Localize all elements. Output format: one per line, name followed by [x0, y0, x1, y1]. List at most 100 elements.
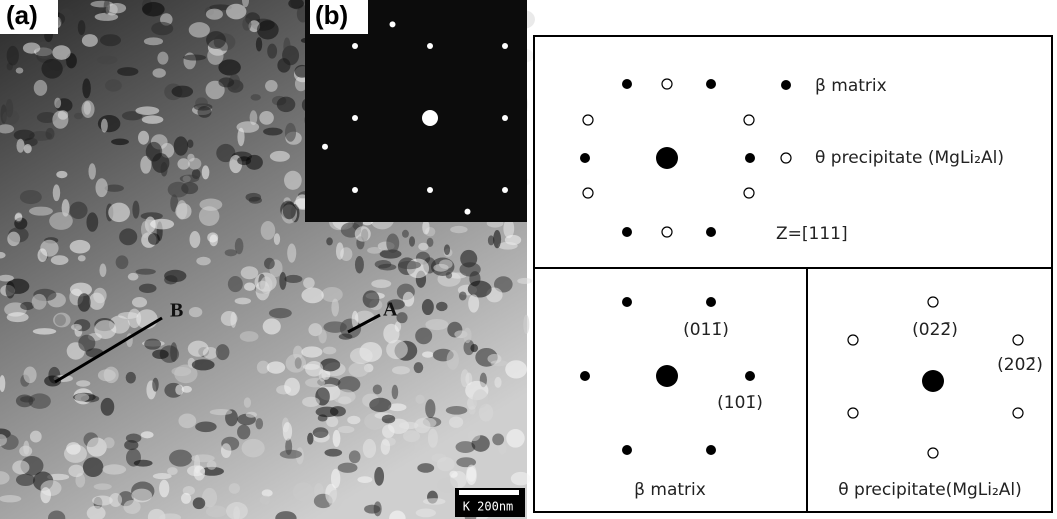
grain [386, 340, 408, 359]
precipitate-spot [662, 79, 672, 89]
grain [237, 425, 250, 440]
grain [118, 312, 138, 319]
matrix-spot [745, 371, 755, 381]
grain [506, 429, 524, 448]
grain [473, 389, 489, 408]
grain [105, 79, 122, 91]
grain [241, 266, 259, 279]
grain [326, 416, 338, 427]
grain [313, 427, 329, 438]
grain [493, 230, 501, 248]
grain [263, 128, 283, 136]
grain [249, 197, 262, 204]
grain [33, 328, 56, 334]
grain [94, 483, 112, 489]
grain [94, 320, 116, 339]
grain [262, 489, 273, 496]
grain [134, 460, 153, 467]
grain [207, 47, 223, 65]
grain [206, 31, 226, 49]
grain [267, 44, 277, 59]
grain [402, 230, 409, 238]
inset-spot [352, 115, 358, 121]
grain [192, 359, 215, 370]
grain [16, 395, 33, 408]
grain [93, 288, 106, 304]
grain [169, 450, 192, 467]
grain [417, 463, 434, 473]
grain [108, 203, 130, 222]
panel-label: (b) [315, 0, 348, 30]
grain [54, 98, 61, 109]
grain [170, 342, 177, 362]
grain [53, 184, 60, 201]
micrograph: (a) (b) B A K 200nm [0, 0, 538, 519]
grain [174, 136, 188, 155]
index-label: (022̄) [912, 320, 958, 340]
grain [225, 249, 237, 256]
grain [349, 450, 361, 463]
grain [101, 398, 115, 416]
grain [23, 441, 29, 455]
grain [373, 384, 382, 394]
inset-spot [427, 43, 433, 49]
inset-spot [427, 187, 433, 193]
grain [88, 163, 95, 179]
grain [119, 228, 137, 245]
grain [328, 490, 341, 510]
grain [463, 328, 471, 343]
grain [230, 312, 236, 328]
grain [357, 476, 372, 483]
grain [286, 354, 307, 373]
grain [459, 262, 480, 276]
grain [159, 480, 169, 498]
grain [78, 20, 86, 35]
grain [82, 78, 91, 98]
grain [75, 393, 89, 401]
matrix-spot [622, 445, 632, 455]
grain [187, 154, 194, 162]
grain [257, 20, 279, 39]
inset-spot [502, 115, 508, 121]
matrix-spot [622, 79, 632, 89]
grain [189, 307, 202, 317]
matrix-spot [745, 153, 755, 163]
grain [235, 238, 244, 254]
grain [350, 348, 373, 364]
grain [32, 294, 47, 310]
grain [323, 347, 337, 355]
grain [492, 433, 504, 445]
grain [161, 162, 168, 176]
grain [84, 101, 91, 115]
grain [399, 422, 419, 429]
grain [422, 351, 434, 357]
figure: (a) (b) B A K 200nm β matrix θ precipita… [0, 0, 1057, 519]
precipitate-spot [781, 153, 791, 163]
grain [260, 276, 272, 293]
grain [240, 331, 259, 342]
index-label: (011̄) [683, 320, 729, 340]
grain [414, 362, 424, 373]
grain [418, 243, 428, 251]
grain [126, 433, 141, 442]
grain [302, 397, 320, 407]
legend-text: θ precipitate (MgLi₂Al) [815, 148, 1004, 168]
grain [78, 255, 86, 261]
grain [468, 294, 479, 312]
grain [142, 115, 164, 124]
grain [189, 231, 200, 248]
grain [218, 77, 234, 87]
matrix-spot [580, 153, 590, 163]
precipitate-spot [848, 335, 858, 345]
grain [135, 106, 159, 115]
grain [363, 290, 380, 308]
grain [422, 220, 429, 235]
grain [338, 463, 358, 473]
grain [153, 68, 166, 78]
grain [56, 171, 67, 178]
matrix-spot [706, 297, 716, 307]
grain [269, 308, 292, 318]
grain [363, 439, 376, 458]
grain [398, 261, 421, 269]
grain [53, 313, 71, 328]
